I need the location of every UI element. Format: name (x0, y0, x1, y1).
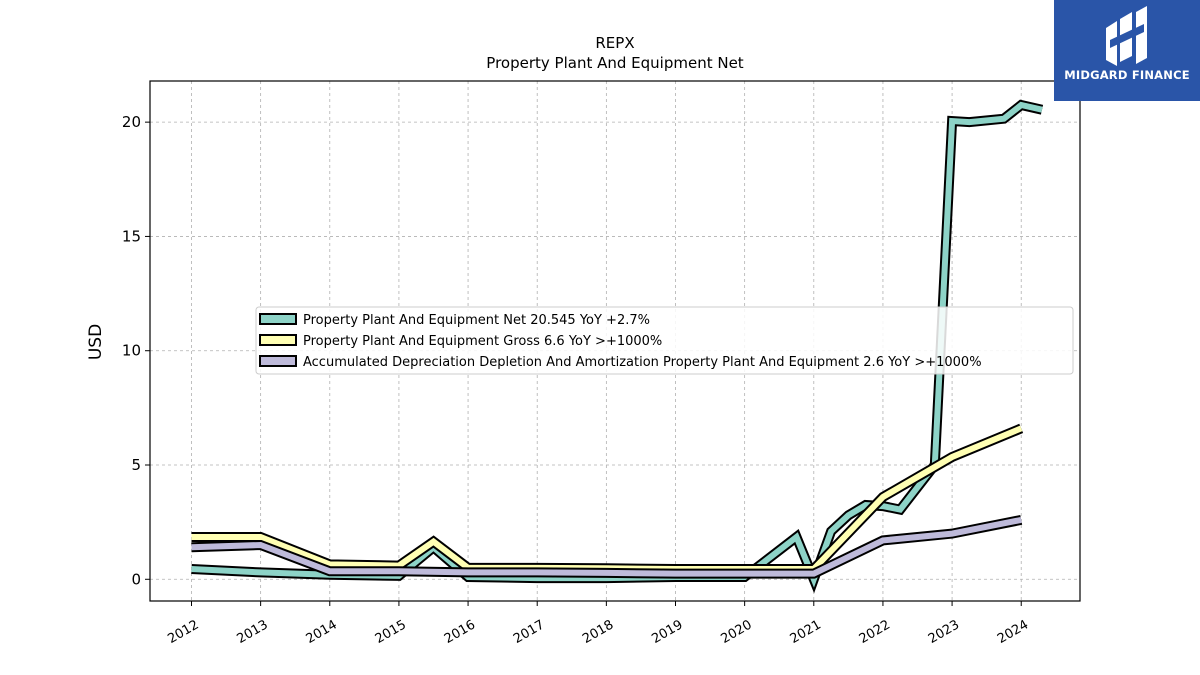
x-tick-label: 2015 (373, 617, 409, 647)
legend-swatch (259, 334, 297, 346)
legend-label: Accumulated Depreciation Depletion And A… (303, 355, 982, 370)
x-tick-label: 2014 (304, 617, 340, 647)
legend: Property Plant And Equipment Net 20.545 … (255, 306, 1074, 375)
midgard-finance-logo: MIDGARD FINANCE (1054, 0, 1200, 101)
x-tick-label: 2019 (649, 617, 685, 647)
x-tick-label: 2020 (718, 617, 754, 647)
y-tick-label: 20 (122, 113, 141, 131)
plot-frame (149, 80, 1081, 602)
chart-subtitle: Property Plant And Equipment Net (486, 54, 743, 72)
logo-text: MIDGARD FINANCE (1064, 68, 1190, 82)
legend-box (255, 306, 1074, 375)
x-tick-label: 2016 (442, 617, 478, 647)
series-layer (191, 99, 1044, 594)
y-axis-label: USD (86, 324, 106, 360)
legend-swatch (259, 313, 297, 325)
x-tick-label: 2017 (511, 617, 547, 647)
legend-swatch (259, 355, 297, 367)
x-tick-label: 2021 (788, 617, 824, 647)
chart-title: REPX (595, 34, 634, 52)
legend-label: Property Plant And Equipment Net 20.545 … (303, 313, 650, 328)
legend-item-3: Accumulated Depreciation Depletion And A… (259, 355, 982, 370)
legend-label: Property Plant And Equipment Gross 6.6 Y… (303, 334, 662, 349)
x-tick-label: 2022 (857, 617, 893, 647)
x-tick-label: 2023 (926, 617, 962, 647)
midgard-m-icon (1106, 6, 1147, 66)
x-tick-label: 2012 (165, 617, 201, 647)
y-tick-label: 0 (131, 570, 141, 588)
series-line-1 (191, 99, 1044, 594)
y-tick-label: 10 (122, 342, 141, 360)
series-line-3 (191, 514, 1023, 579)
x-tick-label: 2018 (580, 617, 616, 647)
x-tick-label: 2013 (234, 617, 270, 647)
legend-item-1: Property Plant And Equipment Net 20.545 … (259, 313, 650, 328)
y-tick-label: 5 (131, 456, 141, 474)
y-tick-label: 15 (122, 227, 141, 245)
legend-item-2: Property Plant And Equipment Gross 6.6 Y… (259, 334, 662, 349)
x-tick-label: 2024 (995, 617, 1031, 647)
